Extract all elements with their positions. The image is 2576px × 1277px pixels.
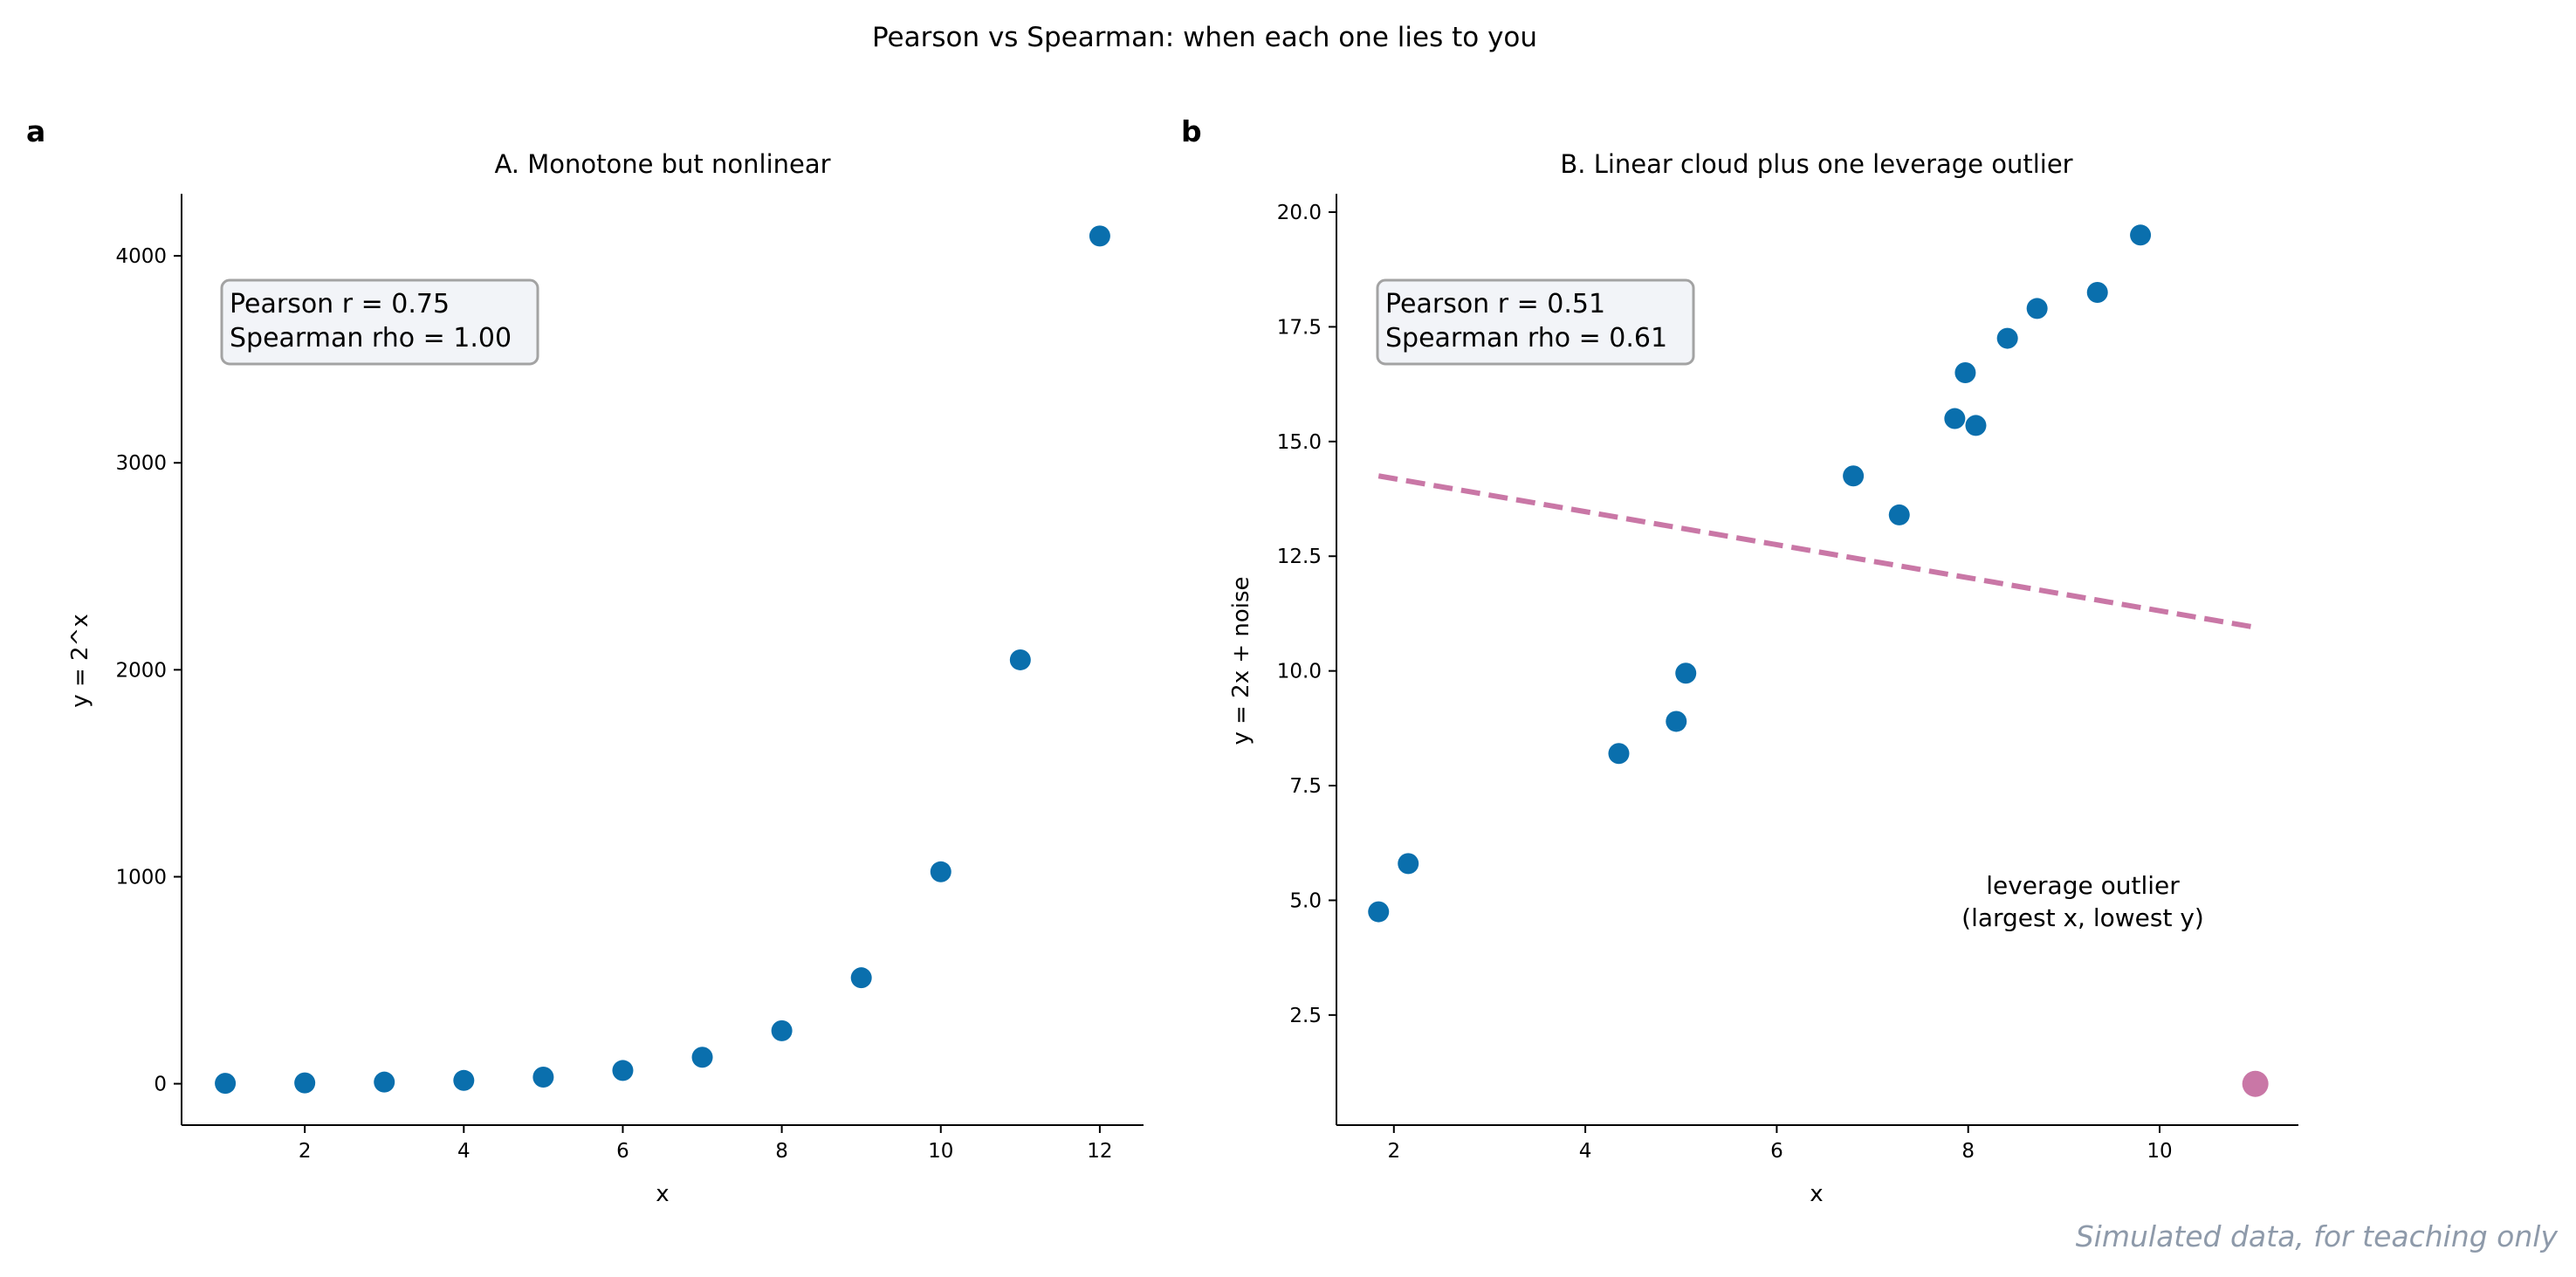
panel-b-fit-line [1377,473,2257,630]
panel-b-y-tick-label: 7.5 [1289,775,1322,798]
panel-a-data-point [691,1047,713,1068]
panel-b-stat-pearson: Pearson r = 0.51 [1385,289,1605,319]
panel-b-data-point [1843,465,1865,487]
panel-b-data-point [1965,415,1987,436]
panel-b-y-tick-label: 2.5 [1289,1005,1322,1027]
panel-b-stat-spearman: Spearman rho = 0.61 [1385,323,1667,354]
panel-a-data-point [294,1072,316,1094]
panel-b-x-tick-label: 4 [1579,1140,1592,1163]
panel-b-y-tick-label: 12.5 [1277,546,1322,568]
panel-a-x-tick-label: 4 [457,1140,471,1163]
panel-b-x-tick-label: 6 [1770,1140,1783,1163]
panel-a-ylabel: y = 2^x [67,614,93,707]
panel-a-stat-spearman: Spearman rho = 1.00 [230,323,512,354]
panel-b-data-point [1368,901,1390,923]
panel-b-label: b [1181,114,1202,148]
panel-b-data-point [2086,282,2108,304]
panel-b-x-tick-label: 8 [1961,1140,1975,1163]
panel-a-x-tick-label: 6 [616,1140,629,1163]
panel-a-stats-box: Pearson r = 0.75 Spearman rho = 1.00 [220,278,539,366]
panel-a-y-tick-label: 2000 [115,659,167,682]
panel-a-data-point [1089,225,1110,247]
panel-b-y-tick-label: 15.0 [1277,431,1322,454]
panel-b-data-point [1888,504,1910,525]
panel-a-stats-frame [220,278,539,366]
panel-a-data-point [850,967,872,989]
panel-b-annotation-line1: leverage outlier [1986,871,2180,900]
panel-a-y-tick-label: 0 [154,1074,167,1096]
panel-b-data-point [2130,224,2152,246]
panel-b-data-point [1996,327,2018,349]
panel-a-data-point [374,1071,395,1093]
panel-b-stats-box: Pearson r = 0.51 Spearman rho = 0.61 [1376,278,1695,366]
panel-b-data-point [1944,408,1966,429]
panel-a: a A. Monotone but nonlinear x y = 2^x 2 4… [26,114,1144,1207]
panel-a-data-point [930,861,951,882]
panel-b-x-tick-label: 10 [2147,1140,2172,1163]
panel-b-y-tick-label: 5.0 [1289,889,1322,912]
panel-a-data-point [215,1073,237,1095]
panel-b-ylabel: y = 2x + noise [1228,576,1254,745]
panel-a-xlabel: x [656,1181,669,1207]
panel-b-data-point [1608,743,1630,765]
panel-b-annotation-line2: (largest x, lowest y) [1961,903,2204,932]
panel-b-data-point [2026,298,2048,319]
panel-b-outlier-point [2242,1070,2269,1097]
panel-a-label: a [26,114,45,148]
panel-b-y-tick-label: 20.0 [1277,202,1322,224]
panel-a-stat-pearson: Pearson r = 0.75 [230,289,450,319]
panel-a-y-tick-label: 4000 [115,245,167,268]
figure-suptitle: Pearson vs Spearman: when each one lies … [872,22,1537,53]
panel-a-data-point [532,1066,554,1088]
panel-a-x-tick-label: 10 [928,1140,953,1163]
panel-b: b B. Linear cloud plus one leverage outl… [1181,114,2298,1207]
panel-a-y-tick-label: 3000 [115,452,167,475]
footer-note: Simulated data, for teaching only [2076,1219,2559,1253]
panel-a-data-point [1009,649,1031,670]
panel-b-xlabel: x [1810,1181,1823,1207]
panel-b-y-tick-label: 10.0 [1277,661,1322,683]
panel-b-data-point [1398,853,1419,875]
panel-a-x-tick-label: 8 [775,1140,788,1163]
panel-a-x-tick-label: 2 [299,1140,312,1163]
panel-a-data-point [771,1020,793,1041]
panel-b-stats-frame [1376,278,1695,366]
panel-b-data-point [1675,663,1697,684]
panel-a-x-tick-label: 12 [1087,1140,1112,1163]
panel-a-data-point [453,1069,475,1091]
panel-b-data-point [1954,361,1976,383]
panel-b-x-tick-label: 2 [1387,1140,1400,1163]
panel-b-data-point [1666,711,1687,732]
panel-b-y-tick-label: 17.5 [1277,316,1322,339]
panel-a-y-tick-label: 1000 [115,866,167,889]
panel-a-data-point [612,1060,634,1081]
panel-a-title: A. Monotone but nonlinear [494,149,830,179]
panel-b-title: B. Linear cloud plus one leverage outlie… [1560,149,2072,179]
